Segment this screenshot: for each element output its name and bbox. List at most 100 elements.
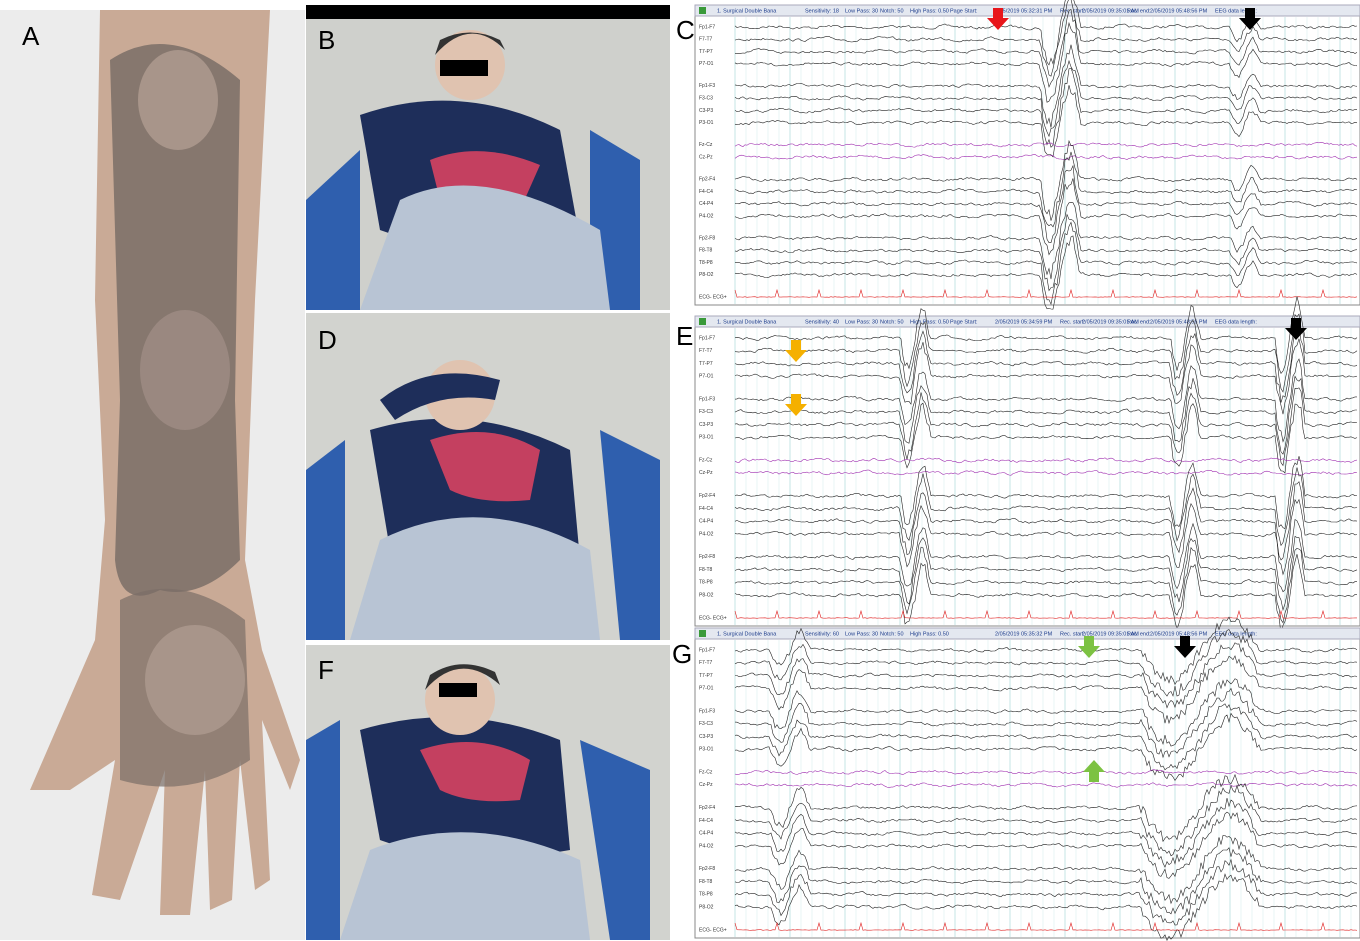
toolbar-icon	[699, 7, 706, 14]
toolbar-text: High Pass: 0.50	[910, 8, 949, 14]
toolbar-text: Low Pass: 30	[845, 631, 878, 637]
toolbar-icon	[699, 630, 706, 637]
channel-label: Fp1-F3	[699, 396, 715, 402]
toolbar-text: 1. Surgical Double Bana	[717, 631, 777, 637]
panel-label: A	[22, 21, 40, 51]
channel-label: ECG- ECG+	[699, 927, 727, 933]
channel-label: P4-O2	[699, 843, 714, 849]
channel-label: C3-P3	[699, 108, 713, 114]
panel-label: B	[318, 25, 335, 55]
channel-label: Fp1-F3	[699, 708, 715, 714]
channel-label: ECG- ECG+	[699, 615, 727, 621]
panel-label: E	[676, 321, 693, 351]
channel-label: C3-P3	[699, 734, 713, 740]
eeg-panel: 1. Surgical Double Bana Sensitivity: 40 Lo…	[695, 297, 1360, 635]
channel-label: C4-P4	[699, 519, 713, 525]
channel-label: T7-P7	[699, 673, 713, 679]
channel-label: C4-P4	[699, 831, 713, 837]
toolbar-text: Notch: 50	[880, 631, 904, 637]
channel-label: P7-O1	[699, 686, 714, 692]
channel-label: F4-C4	[699, 189, 713, 195]
channel-label: T7-P7	[699, 361, 713, 367]
channel-label: T8-P8	[699, 260, 713, 266]
panel-label: C	[676, 15, 695, 45]
panel-label: G	[672, 639, 692, 669]
channel-label: P8-O2	[699, 272, 714, 278]
channel-label: Fz-Cz	[699, 142, 713, 148]
toolbar-text: 2/05/2019 05:48:56 PM	[1150, 631, 1208, 637]
toolbar-text: Rec. end:	[1127, 631, 1151, 637]
toolbar-text: Page Start:	[950, 8, 978, 14]
toolbar-text: Low Pass: 30	[845, 319, 878, 325]
channel-label: Fp1-F3	[699, 83, 715, 89]
channel-label: P3-O1	[699, 120, 714, 126]
channel-label: T8-P8	[699, 892, 713, 898]
channel-label: Fp2-F8	[699, 554, 715, 560]
channel-label: Fp2-F4	[699, 177, 715, 183]
toolbar-text: Notch: 50	[880, 8, 904, 14]
toolbar-text: Page Start:	[950, 319, 978, 325]
channel-label: P4-O2	[699, 531, 714, 537]
channel-label: P8-O2	[699, 592, 714, 598]
toolbar-text: 2/05/2019 05:48:56 PM	[1150, 8, 1208, 14]
toolbar-text: Sensitivity: 18	[805, 8, 839, 14]
toolbar-text: 1. Surgical Double Bana	[717, 319, 777, 325]
channel-label: Fp2-F8	[699, 235, 715, 241]
channel-label: T7-P7	[699, 49, 713, 55]
channel-label: T8-P8	[699, 580, 713, 586]
channel-label: Fp1-F7	[699, 24, 715, 30]
toolbar-text: Rec. end:	[1127, 8, 1151, 14]
toolbar-text: 2/05/2019 05:32:31 PM	[995, 8, 1053, 14]
channel-label: Fz-Cz	[699, 770, 713, 776]
channel-label: F7-T7	[699, 660, 713, 666]
toolbar-text: High Pass: 0.50	[910, 631, 949, 637]
toolbar-text: Sensitivity: 60	[805, 631, 839, 637]
channel-label: F3-C3	[699, 96, 713, 102]
channel-label: P8-O2	[699, 904, 714, 910]
channel-label: C3-P3	[699, 422, 713, 428]
channel-label: P4-O2	[699, 213, 714, 219]
panel-label: F	[318, 655, 334, 685]
channel-label: F4-C4	[699, 818, 713, 824]
channel-label: F8-T8	[699, 567, 713, 573]
toolbar-text: 1. Surgical Double Bana	[717, 8, 777, 14]
channel-label: F4-C4	[699, 506, 713, 512]
channel-label: F7-T7	[699, 348, 713, 354]
channel-label: P3-O1	[699, 435, 714, 441]
channel-label: Fp2-F8	[699, 866, 715, 872]
channel-label: P3-O1	[699, 747, 714, 753]
channel-label: F7-T7	[699, 37, 713, 43]
channel-label: F3-C3	[699, 721, 713, 727]
photo-f	[306, 645, 670, 940]
toolbar-text: Sensitivity: 40	[805, 319, 839, 325]
channel-label: F8-T8	[699, 879, 713, 885]
channel-label: F8-T8	[699, 248, 713, 254]
channel-label: Fp1-F7	[699, 335, 715, 341]
channel-label: Cz-Pz	[699, 470, 713, 476]
eeg-panel: 1. Surgical Double Bana Sensitivity: 60 Lo…	[695, 617, 1360, 940]
channel-label: F3-C3	[699, 409, 713, 415]
channel-label: P7-O1	[699, 61, 714, 67]
toolbar-text: 2/05/2019 05:35:32 PM	[995, 631, 1053, 637]
channel-label: Cz-Pz	[699, 154, 713, 160]
channel-label: P7-O1	[699, 374, 714, 380]
toolbar-text: 2/05/2019 05:34:59 PM	[995, 319, 1053, 325]
toolbar-icon	[699, 318, 706, 325]
channel-label: Fp2-F4	[699, 805, 715, 811]
figure: 1. Surgical Double Bana Sensitivity: 18 Lo…	[0, 0, 1360, 941]
panel-label: D	[318, 325, 337, 355]
toolbar-text: Rec. end:	[1127, 319, 1151, 325]
channel-label: C4-P4	[699, 201, 713, 207]
channel-label: Fz-Cz	[699, 458, 713, 464]
toolbar-text: Low Pass: 30	[845, 8, 878, 14]
photo-arm	[0, 10, 305, 940]
channel-label: ECG- ECG+	[699, 294, 727, 300]
channel-label: Cz-Pz	[699, 782, 713, 788]
photo-b	[306, 5, 670, 310]
eeg-background	[695, 316, 1360, 626]
toolbar-text: Notch: 50	[880, 319, 904, 325]
toolbar-text: 2/05/2019 05:48:56 PM	[1150, 319, 1208, 325]
toolbar-text: EEG data length:	[1215, 319, 1257, 325]
photo-d	[306, 313, 670, 640]
channel-label: Fp1-F7	[699, 647, 715, 653]
